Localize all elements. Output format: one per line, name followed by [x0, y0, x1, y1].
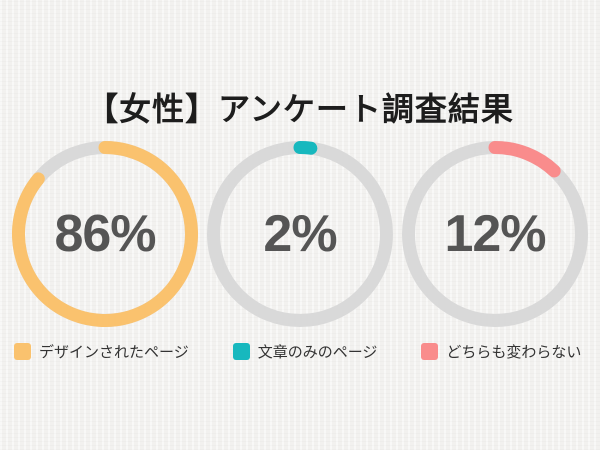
donut-ring-svg	[12, 141, 198, 327]
donut-chart-no-difference: 12%	[402, 141, 588, 327]
legend-item-text-only-page: 文章のみのページ	[232, 341, 378, 362]
legend-label: デザインされたページ	[39, 344, 189, 361]
legend-swatch-teal	[232, 343, 250, 360]
donut-chart-row: 86% 2% 12%	[0, 141, 600, 327]
legend-swatch-pink	[421, 343, 439, 360]
donut-chart-text-only-page: 2%	[207, 141, 393, 327]
legend-label: どちらも変わらない	[446, 344, 582, 361]
donut-value-arc	[488, 141, 561, 178]
page-title: 【女性】アンケート調査結果	[86, 91, 514, 127]
legend-item-designed-page: デザインされたページ	[14, 341, 189, 362]
percent-value: 86%	[54, 205, 156, 263]
percent-value: 12%	[444, 205, 546, 263]
donut-value-arc	[293, 141, 318, 155]
legend-swatch-orange	[14, 343, 31, 360]
percent-value: 2%	[263, 205, 337, 263]
legend-item-no-difference: どちらも変わらない	[421, 341, 581, 362]
donut-ring-svg	[207, 141, 393, 327]
chart-legend: デザインされたページ 文章のみのページ どちらも変わらない	[14, 341, 581, 362]
legend-label: 文章のみのページ	[257, 344, 378, 361]
donut-chart-designed-page: 86%	[12, 141, 198, 327]
donut-value-arc	[12, 141, 198, 327]
donut-ring-svg	[402, 141, 588, 327]
